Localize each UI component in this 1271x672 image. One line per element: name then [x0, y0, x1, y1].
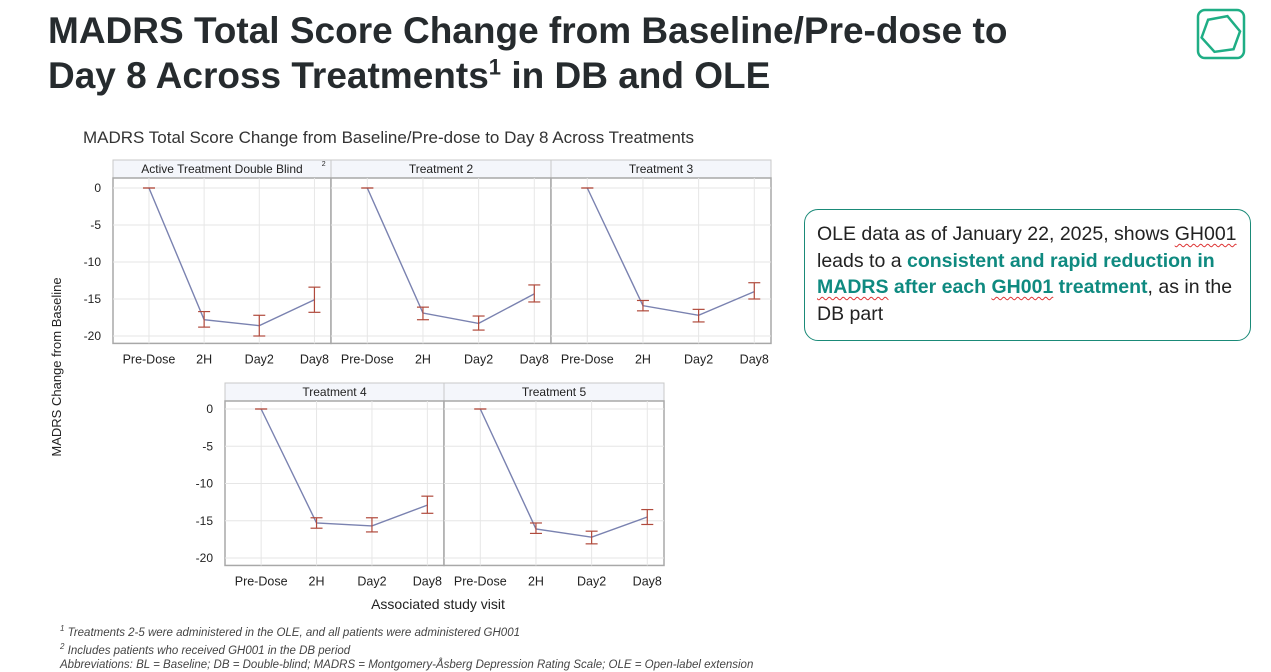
panel-title: Treatment 4	[302, 385, 367, 399]
y-tick-label: -20	[84, 329, 102, 343]
panel-title: Treatment 5	[522, 385, 587, 399]
series-line	[479, 408, 648, 538]
x-tick-label: Day2	[577, 574, 606, 588]
series-line	[366, 187, 535, 325]
y-tick-label: 0	[94, 181, 101, 195]
callout-text: GH001	[1174, 223, 1237, 245]
series-line	[586, 187, 755, 317]
x-tick-label: 2H	[415, 352, 431, 366]
panel-title-sup: 2	[322, 161, 326, 168]
panel-plot-area	[330, 177, 552, 345]
chart-title: MADRS Total Score Change from Baseline/P…	[83, 128, 695, 147]
callout-text: , as in the DB part	[817, 276, 1233, 325]
x-tick-label: 2H	[309, 574, 325, 588]
panel-title: Treatment 3	[629, 162, 694, 176]
callout-bold: consistent and rapid reduction in	[906, 249, 1215, 272]
y-tick-label: -20	[196, 551, 214, 565]
y-axis-label: MADRS Change from Baseline	[49, 277, 64, 456]
panel-plot-area	[112, 177, 332, 345]
panel-title: Active Treatment Double Blind	[141, 162, 302, 176]
footnotes: 1 Treatments 2-5 were administered in th…	[60, 622, 753, 672]
footnote-marker: 1	[60, 624, 65, 633]
x-tick-label: 2H	[635, 352, 651, 366]
x-tick-label: Day2	[357, 574, 386, 588]
x-axis-label: Associated study visit	[371, 596, 505, 612]
x-tick-label: Day2	[684, 352, 713, 366]
x-tick-label: Pre-Dose	[235, 574, 288, 588]
title-line-2: Day 8 Across Treatments	[48, 55, 489, 96]
x-tick-label: Day8	[520, 352, 549, 366]
footnote-1: 1 Treatments 2-5 were administered in th…	[60, 622, 753, 640]
x-tick-label: Day8	[740, 352, 769, 366]
footnote-abbreviations: Abbreviations: BL = Baseline; DB = Doubl…	[60, 658, 754, 671]
callout-text: leads to a	[817, 249, 907, 272]
y-tick-label: -10	[196, 477, 214, 491]
title-footnote-ref: 1	[488, 54, 502, 80]
callout-box: OLE data as of January 22, 2025, shows G…	[804, 209, 1251, 341]
x-tick-label: Day2	[245, 352, 274, 366]
x-tick-label: Pre-Dose	[561, 352, 614, 366]
title-line-1: MADRS Total Score Change from Baseline/P…	[48, 10, 1008, 51]
x-tick-label: Day8	[633, 574, 662, 588]
callout-bold: MADRS	[817, 276, 889, 298]
panel-title: Treatment 2	[409, 162, 474, 176]
y-tick-label: -15	[196, 514, 214, 528]
callout-bold: treatment	[1053, 276, 1148, 298]
slide-title: MADRS Total Score Change from Baseline/P…	[48, 8, 1168, 98]
series-line	[148, 187, 315, 327]
x-tick-label: Pre-Dose	[123, 352, 176, 366]
x-tick-label: Day2	[464, 352, 493, 366]
x-tick-label: Day8	[413, 574, 442, 588]
footnote-marker: 2	[60, 642, 65, 652]
x-tick-label: Pre-Dose	[454, 574, 507, 588]
callout-bold: GH001	[991, 276, 1054, 298]
footnote-text: Treatments 2-5 were administered in the …	[64, 626, 520, 639]
y-tick-label: -15	[84, 292, 102, 306]
footnote-text: Includes patients who received GH001 in …	[64, 645, 351, 658]
series-line	[260, 408, 428, 527]
y-tick-label: -5	[90, 218, 101, 232]
y-tick-label: -5	[202, 439, 213, 453]
x-tick-label: Day8	[300, 352, 329, 366]
company-logo-icon	[1196, 8, 1246, 60]
footnote-2: 2 Includes patients who received GH001 i…	[60, 640, 753, 658]
title-line-2-end: in DB and OLE	[501, 55, 771, 96]
x-tick-label: Pre-Dose	[341, 352, 394, 366]
y-tick-label: 0	[206, 402, 213, 416]
x-tick-label: 2H	[196, 352, 212, 366]
x-tick-label: 2H	[528, 574, 544, 588]
y-tick-label: -10	[84, 255, 102, 269]
callout-text: OLE data as of January 22, 2025, shows	[817, 223, 1175, 245]
panel-plot-area	[550, 177, 772, 345]
callout-bold: after each	[888, 276, 992, 298]
